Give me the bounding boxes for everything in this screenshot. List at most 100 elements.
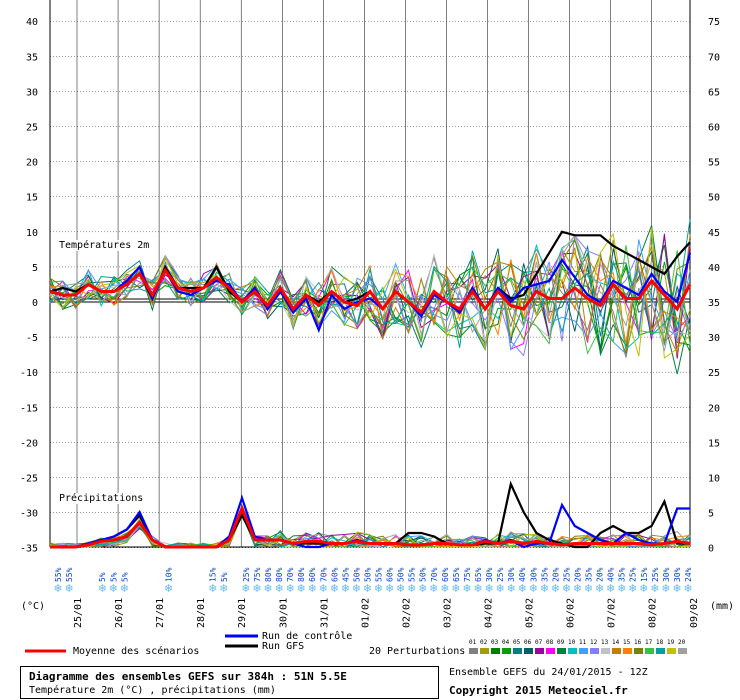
- snow-probability-label: 25%: [562, 567, 571, 582]
- snow-probability-label: 20%: [573, 567, 582, 582]
- perturbation-swatch: [590, 648, 599, 654]
- snow-probability-label: 20%: [596, 567, 605, 582]
- right-tick-label: 40: [708, 263, 720, 274]
- perturbation-number: 18: [656, 639, 664, 646]
- date-label: 08/02: [648, 598, 659, 628]
- perturbation-swatch: [557, 648, 566, 654]
- snowflake-icon: ❄: [672, 582, 681, 595]
- left-tick-label: 30: [26, 87, 38, 98]
- snow-probability-label: 60%: [386, 567, 395, 582]
- snowflake-icon: ❄: [374, 582, 383, 595]
- left-tick-label: -30: [20, 509, 38, 520]
- perturbation-swatch: [656, 648, 665, 654]
- snow-probability-label: 30%: [529, 567, 538, 582]
- snowflake-icon: ❄: [297, 582, 306, 595]
- snowflake-icon: ❄: [507, 582, 516, 595]
- snowflake-icon: ❄: [429, 582, 438, 595]
- snow-probability-label: 75%: [463, 567, 472, 582]
- snow-probability-label: 55%: [408, 567, 417, 582]
- snow-probability-label: 80%: [264, 567, 273, 582]
- ensemble-run-label: Ensemble GEFS du 24/01/2015 - 12Z: [449, 667, 648, 678]
- snowflake-icon: ❄: [661, 582, 670, 595]
- snow-probability-label: 5%: [109, 572, 118, 582]
- series-temp-line: [49, 267, 692, 315]
- right-tick-label: 75: [708, 17, 720, 28]
- left-tick-label: -10: [20, 368, 38, 379]
- snowflake-icon: ❄: [551, 582, 560, 595]
- perturbation-swatch: [491, 648, 500, 654]
- snow-probability-label: 75%: [253, 567, 262, 582]
- snowflake-icon: ❄: [595, 582, 604, 595]
- perturbation-number: 15: [623, 639, 631, 646]
- right-tick-label: 50: [708, 193, 720, 204]
- snowflake-icon: ❄: [308, 582, 317, 595]
- snow-probability-label: 70%: [430, 567, 439, 582]
- snow-probability-label: 55%: [375, 567, 384, 582]
- perturbation-swatch: [634, 648, 643, 654]
- precipitation-panel-label: Précipitations: [59, 493, 144, 504]
- snow-probability-label: 55%: [54, 567, 63, 582]
- perturbation-number: 16: [634, 639, 642, 646]
- snow-probability-label: 30%: [662, 567, 671, 582]
- left-axis-unit: (°C): [21, 601, 46, 612]
- legend-gfs-label: Run GFS: [262, 641, 305, 652]
- perturbation-swatch: [645, 648, 654, 654]
- snow-probability-label: 5%: [98, 572, 107, 582]
- perturbation-number: 09: [557, 639, 565, 646]
- snowflake-icon: ❄: [617, 582, 626, 595]
- snow-probability-label: 50%: [397, 567, 406, 582]
- date-label: 01/02: [360, 598, 371, 628]
- perturbation-number: 14: [612, 639, 620, 646]
- snowflake-icon: ❄: [540, 582, 549, 595]
- perturbation-swatch: [546, 648, 555, 654]
- title-box: Diagramme des ensembles GEFS sur 384h : …: [20, 666, 439, 699]
- snow-probability-label: 30%: [507, 567, 516, 582]
- perturbation-temp-line: [49, 234, 691, 356]
- snowflake-icon: ❄: [164, 582, 173, 595]
- date-label: 05/02: [525, 598, 536, 628]
- snowflake-icon: ❄: [573, 582, 582, 595]
- left-tick-label: -5: [26, 333, 38, 344]
- chart-title: Diagramme des ensembles GEFS sur 384h : …: [29, 670, 347, 683]
- perturbation-number: 13: [601, 639, 609, 646]
- copyright-label: Copyright 2015 Meteociel.fr: [449, 684, 628, 697]
- snow-probability-label: 35%: [618, 567, 627, 582]
- left-tick-label: -25: [20, 474, 38, 485]
- date-label: 25/01: [73, 598, 84, 628]
- left-tick-label: -20: [20, 438, 38, 449]
- right-tick-label: 5: [708, 509, 714, 520]
- perturbation-swatch: [524, 648, 533, 654]
- perturbation-number: 20: [678, 639, 686, 646]
- date-label: 26/01: [114, 598, 125, 628]
- snow-probability-label: 25%: [651, 567, 660, 582]
- snowflake-icon: ❄: [495, 582, 504, 595]
- snow-probability-label: 70%: [319, 567, 328, 582]
- right-tick-label: 55: [708, 158, 720, 169]
- snow-probability-label: 35%: [585, 567, 594, 582]
- perturbation-number: 17: [645, 639, 653, 646]
- perturbation-swatch: [502, 648, 511, 654]
- snowflake-icon: ❄: [683, 582, 692, 595]
- perturbation-number: 12: [590, 639, 598, 646]
- snowflake-icon: ❄: [252, 582, 261, 595]
- snowflake-icon: ❄: [562, 582, 571, 595]
- snowflake-icon: ❄: [109, 582, 118, 595]
- perturbation-number: 04: [502, 639, 510, 646]
- snow-probability-label: 60%: [330, 567, 339, 582]
- snow-probability-label: 40%: [607, 567, 616, 582]
- perturbation-swatch: [612, 648, 621, 654]
- snowflake-icon: ❄: [628, 582, 637, 595]
- snow-probability-label: 50%: [352, 567, 361, 582]
- right-tick-label: 60: [708, 123, 720, 134]
- snowflake-icon: ❄: [440, 582, 449, 595]
- snow-probability-label: 50%: [363, 567, 372, 582]
- snowflake-icon: ❄: [208, 582, 217, 595]
- snowflake-icon: ❄: [529, 582, 538, 595]
- left-tick-label: 5: [32, 263, 38, 274]
- date-label: 29/01: [237, 598, 248, 628]
- perturbation-swatch: [469, 648, 478, 654]
- snow-probability-label: 55%: [65, 567, 74, 582]
- right-tick-label: 25: [708, 368, 720, 379]
- legend-perturbations-label: 20 Perturbations: [369, 646, 466, 657]
